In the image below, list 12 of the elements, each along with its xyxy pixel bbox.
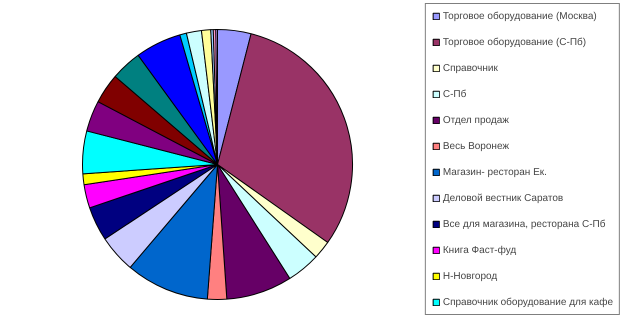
legend-label: Магазин- ресторан Ек.: [442, 166, 547, 178]
legend-label: Торговое оборудование (С-Пб): [442, 36, 586, 48]
legend-label: Справочник: [442, 62, 498, 74]
legend-label: Н-Новгород: [442, 270, 498, 282]
legend-label: Торговое оборудование (Москва): [442, 10, 597, 22]
legend-label: С-Пб: [442, 88, 466, 100]
legend-label: Справочник оборудование для кафе: [442, 296, 613, 308]
legend-label: Деловой вестник Саратов: [442, 192, 564, 204]
legend-label: Книга Фаст-фуд: [442, 244, 516, 256]
legend-label: Отдел продаж: [442, 114, 509, 126]
legend-label: Все для магазина, ресторана С-Пб: [442, 218, 606, 230]
legend-label: Весь Воронеж: [442, 140, 510, 152]
